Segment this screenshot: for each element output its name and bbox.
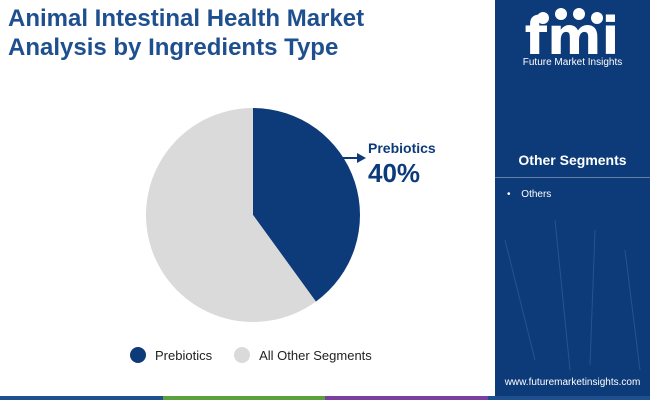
prebiotics-callout: Prebiotics 40% [368,140,436,189]
chart-legend: Prebiotics All Other Segments [130,347,394,363]
other-segments-divider [495,177,650,178]
title-line-1: Animal Intestinal Health Market [8,4,478,33]
legend-item-other-segments: All Other Segments [234,347,372,363]
bottom-bar-segment-3 [325,396,488,400]
bullet-icon: • [507,189,511,200]
brand-name: Future Market Insights [495,57,650,68]
legend-label-prebiotics: Prebiotics [155,348,212,363]
decorative-lines [495,220,650,375]
legend-swatch-other-segments [234,347,250,363]
fmi-logo-mark: fmi [495,6,650,62]
bottom-bar-segment-2 [163,396,326,400]
callout-arrow [343,153,366,163]
legend-item-prebiotics: Prebiotics [130,347,212,363]
bottom-color-bar [0,396,650,400]
page-title: Animal Intestinal Health Market Analysis… [8,4,478,62]
other-segments-item-label: Others [521,189,551,200]
other-segments-heading: Other Segments [495,152,650,168]
logo-icon-dot-2 [555,8,567,20]
callout-label: Prebiotics [368,140,436,156]
logo-icon-dot-1 [537,12,549,24]
sidebar-panel: fmi Future Market Insights Other Segment… [495,0,650,400]
legend-label-other-segments: All Other Segments [259,348,372,363]
legend-swatch-prebiotics [130,347,146,363]
other-segments-item: • Others [507,189,551,200]
callout-value: 40% [368,158,436,189]
logo-icon-dot-4 [591,12,603,24]
website-link[interactable]: www.futuremarketinsights.com [495,377,650,388]
bottom-bar-segment-4 [488,396,650,400]
logo-icon-dot-3 [573,8,585,20]
title-line-2: Analysis by Ingredients Type [8,33,478,62]
bottom-bar-segment-1 [0,396,163,400]
